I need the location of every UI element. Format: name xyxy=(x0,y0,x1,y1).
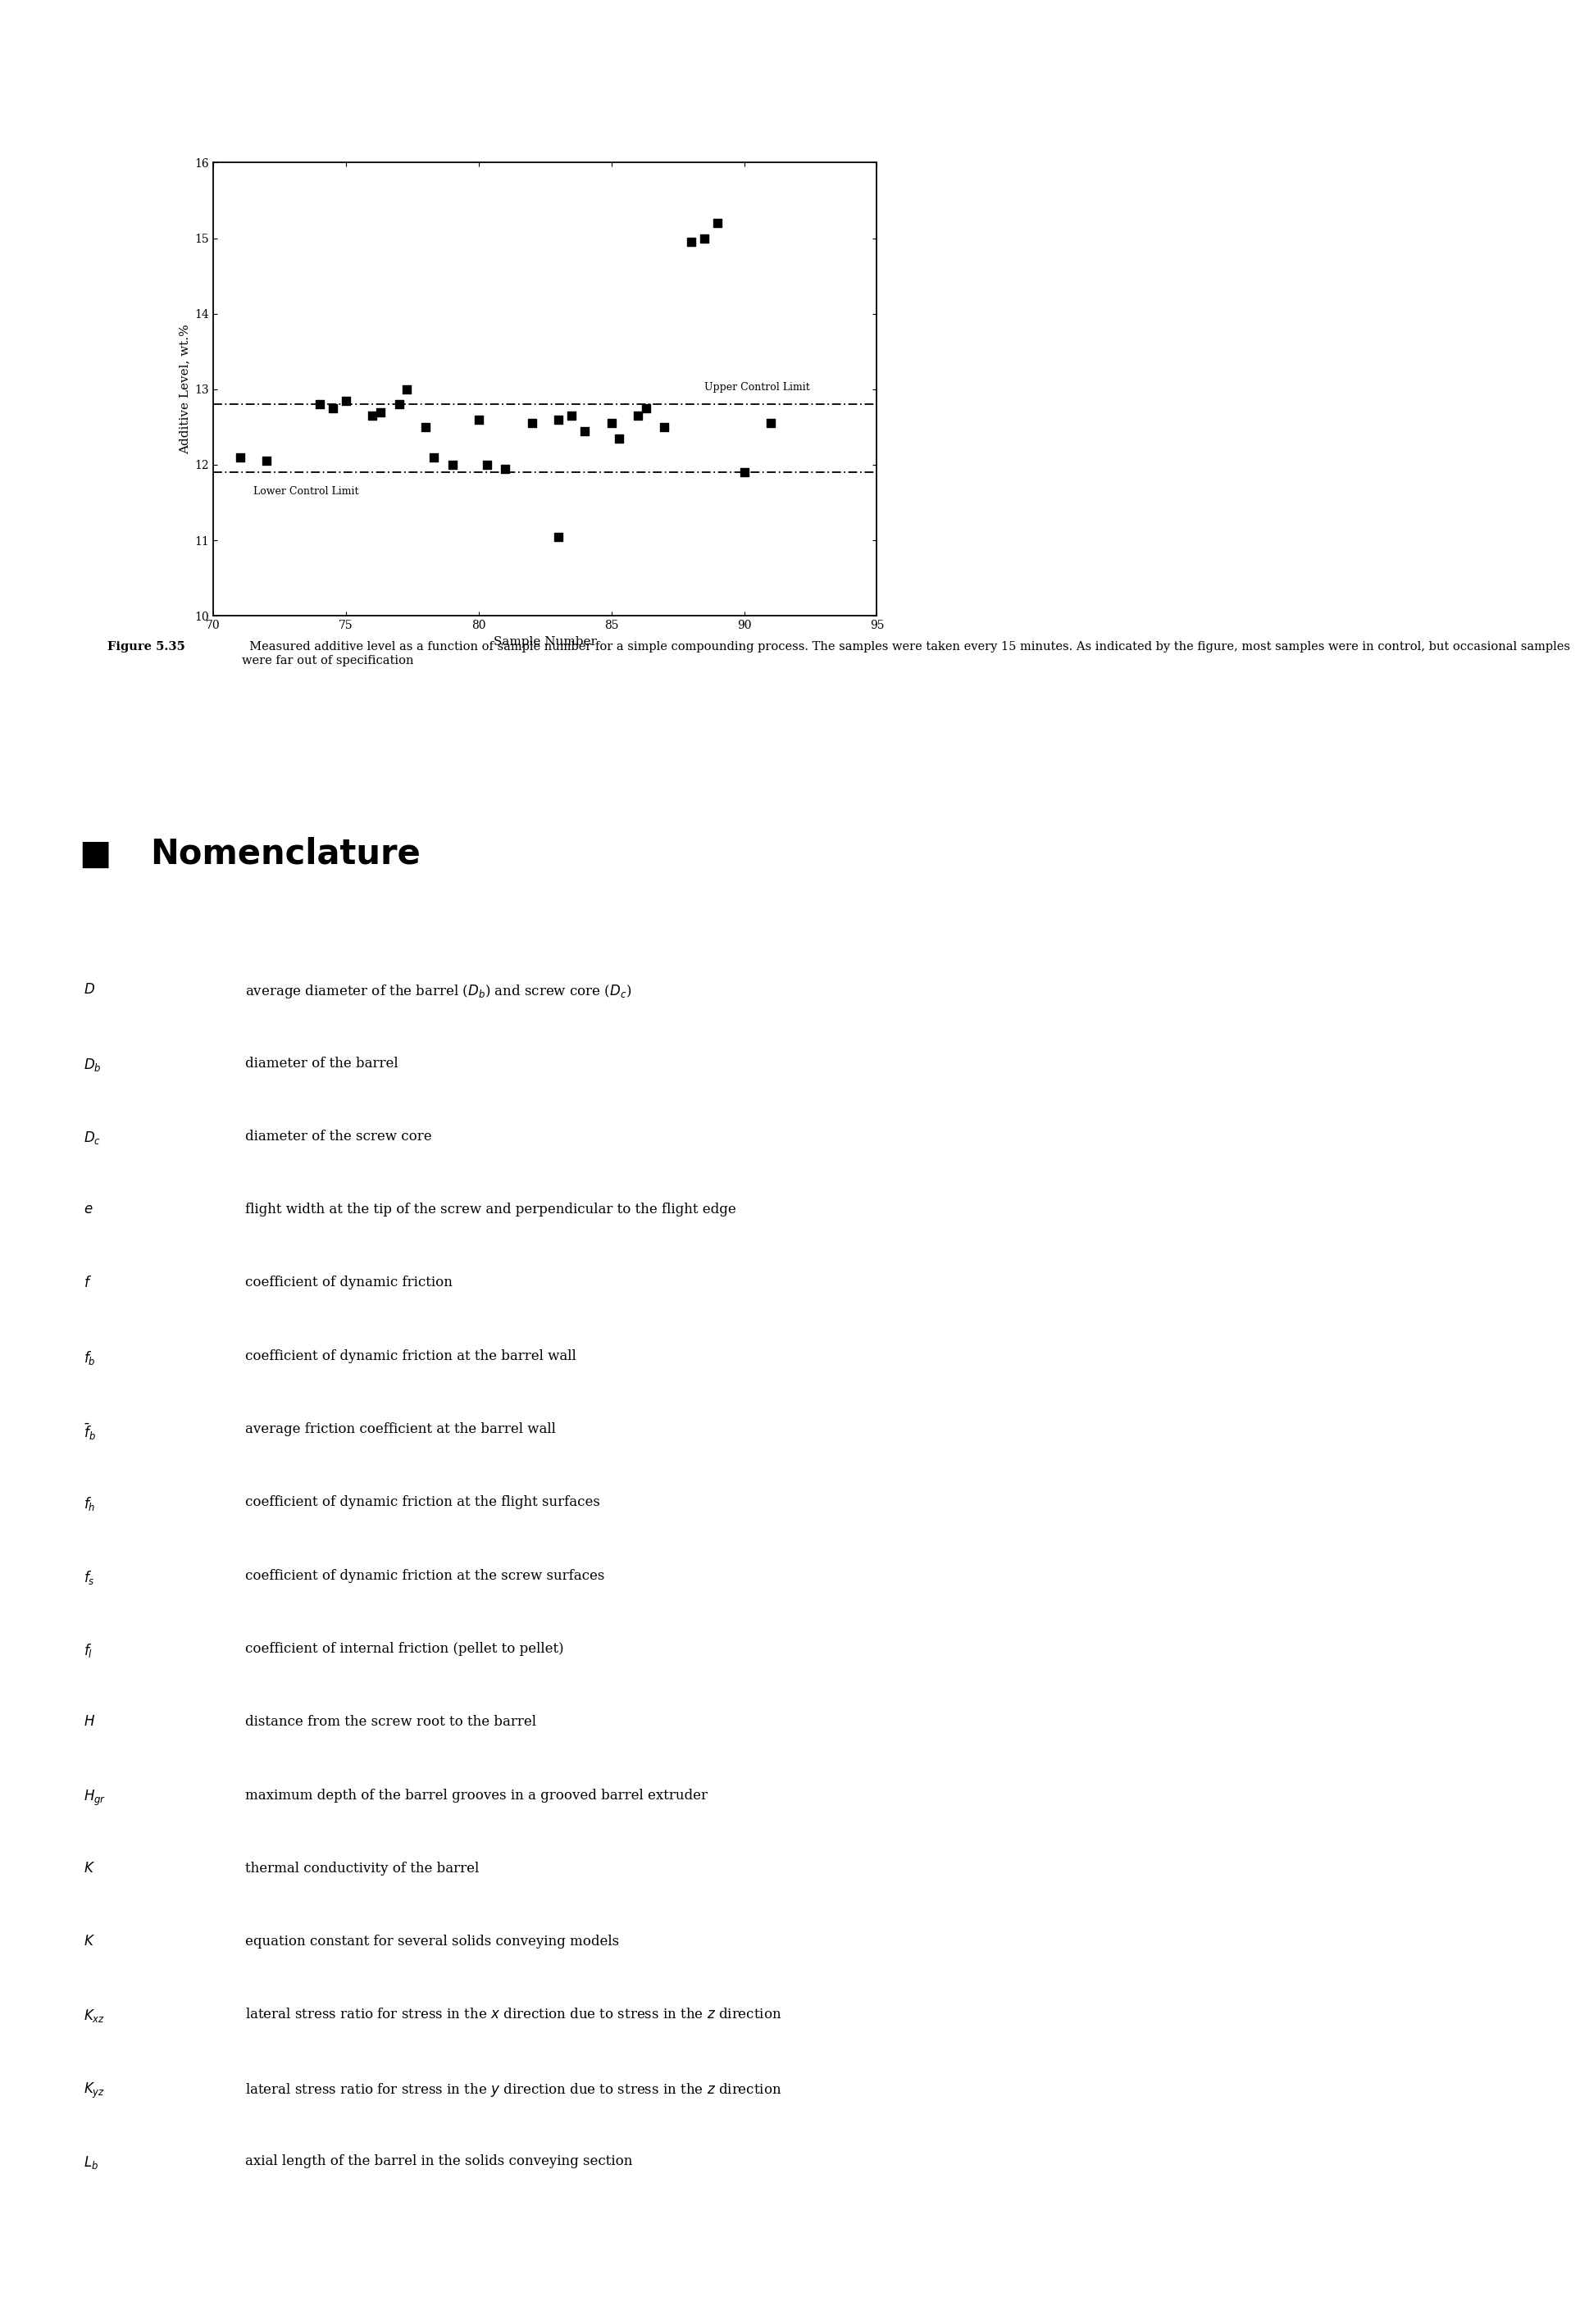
Point xyxy=(412,409,438,446)
Point xyxy=(395,370,420,409)
Text: lateral stress ratio for stress in the $x$ direction due to stress in the $z$ di: lateral stress ratio for stress in the $… xyxy=(245,2008,782,2022)
Point xyxy=(678,223,703,260)
Point xyxy=(545,518,570,555)
Point xyxy=(368,393,393,430)
Point xyxy=(307,386,332,423)
Text: coefficient of dynamic friction: coefficient of dynamic friction xyxy=(245,1276,452,1290)
Text: ■: ■ xyxy=(79,837,111,872)
Text: $f_h$: $f_h$ xyxy=(84,1497,95,1513)
Text: Nomenclature: Nomenclature xyxy=(150,837,420,872)
Text: $K$: $K$ xyxy=(84,1862,95,1875)
Text: $f_b$: $f_b$ xyxy=(84,1348,96,1367)
Point xyxy=(439,446,465,483)
Text: equation constant for several solids conveying models: equation constant for several solids con… xyxy=(245,1934,619,1948)
Text: $K$: $K$ xyxy=(84,1934,95,1948)
Text: Upper Control Limit: Upper Control Limit xyxy=(705,383,811,393)
Text: coefficient of dynamic friction at the barrel wall: coefficient of dynamic friction at the b… xyxy=(245,1348,577,1362)
Text: average friction coefficient at the barrel wall: average friction coefficient at the barr… xyxy=(245,1422,556,1436)
Text: Lower Control Limit: Lower Control Limit xyxy=(253,486,359,497)
Text: $H_{gr}$: $H_{gr}$ xyxy=(84,1789,106,1808)
Text: $K_{yz}$: $K_{yz}$ xyxy=(84,2082,106,2101)
Text: $D$: $D$ xyxy=(84,983,95,997)
Point xyxy=(333,381,359,418)
Point xyxy=(572,411,597,449)
Text: maximum depth of the barrel grooves in a grooved barrel extruder: maximum depth of the barrel grooves in a… xyxy=(245,1789,708,1801)
Point xyxy=(732,453,757,490)
Point xyxy=(520,404,545,442)
Point xyxy=(626,397,651,435)
Text: $D_c$: $D_c$ xyxy=(84,1129,101,1146)
Text: coefficient of internal friction (pellet to pellet): coefficient of internal friction (pellet… xyxy=(245,1641,564,1655)
Text: flight width at the tip of the screw and perpendicular to the flight edge: flight width at the tip of the screw and… xyxy=(245,1204,736,1215)
Text: $K_{xz}$: $K_{xz}$ xyxy=(84,2008,106,2024)
Point xyxy=(254,442,280,479)
Text: diameter of the screw core: diameter of the screw core xyxy=(245,1129,431,1143)
Text: average diameter of the barrel ($D_b$) and screw core ($D_c$): average diameter of the barrel ($D_b$) a… xyxy=(245,983,632,999)
Point xyxy=(599,404,624,442)
Text: coefficient of dynamic friction at the screw surfaces: coefficient of dynamic friction at the s… xyxy=(245,1569,604,1583)
Point xyxy=(474,446,499,483)
Text: Figure 5.35: Figure 5.35 xyxy=(107,641,185,653)
Text: $e$: $e$ xyxy=(84,1204,93,1215)
Point xyxy=(705,205,730,242)
Text: $\bar{f}_b$: $\bar{f}_b$ xyxy=(84,1422,96,1443)
Text: Measured additive level as a function of sample number for a simple compounding : Measured additive level as a function of… xyxy=(242,641,1571,667)
Text: coefficient of dynamic friction at the flight surfaces: coefficient of dynamic friction at the f… xyxy=(245,1497,600,1508)
Text: $f_s$: $f_s$ xyxy=(84,1569,95,1585)
Text: $f$: $f$ xyxy=(84,1276,92,1290)
Point xyxy=(360,397,386,435)
Point xyxy=(653,409,678,446)
Text: axial length of the barrel in the solids conveying section: axial length of the barrel in the solids… xyxy=(245,2154,632,2168)
Text: Nomenclature   183: Nomenclature 183 xyxy=(1375,40,1525,53)
Point xyxy=(559,397,585,435)
Text: thermal conductivity of the barrel: thermal conductivity of the barrel xyxy=(245,1862,479,1875)
X-axis label: Sample Number: Sample Number xyxy=(493,637,597,648)
Point xyxy=(466,400,491,437)
Text: lateral stress ratio for stress in the $y$ direction due to stress in the $z$ di: lateral stress ratio for stress in the $… xyxy=(245,2082,782,2099)
Point xyxy=(321,390,346,428)
Text: $f_l$: $f_l$ xyxy=(84,1641,93,1659)
Point xyxy=(758,404,784,442)
Text: $L_b$: $L_b$ xyxy=(84,2154,98,2171)
Text: distance from the screw root to the barrel: distance from the screw root to the barr… xyxy=(245,1715,536,1729)
Text: $D_b$: $D_b$ xyxy=(84,1055,101,1074)
Point xyxy=(228,439,253,476)
Point xyxy=(387,386,412,423)
Text: diameter of the barrel: diameter of the barrel xyxy=(245,1055,398,1069)
Point xyxy=(607,421,632,458)
Point xyxy=(545,400,570,437)
Point xyxy=(493,451,518,488)
Point xyxy=(420,439,446,476)
Point xyxy=(634,390,659,428)
Y-axis label: Additive Level, wt.%: Additive Level, wt.% xyxy=(179,325,190,453)
Text: $H$: $H$ xyxy=(84,1715,95,1729)
Point xyxy=(692,221,717,258)
